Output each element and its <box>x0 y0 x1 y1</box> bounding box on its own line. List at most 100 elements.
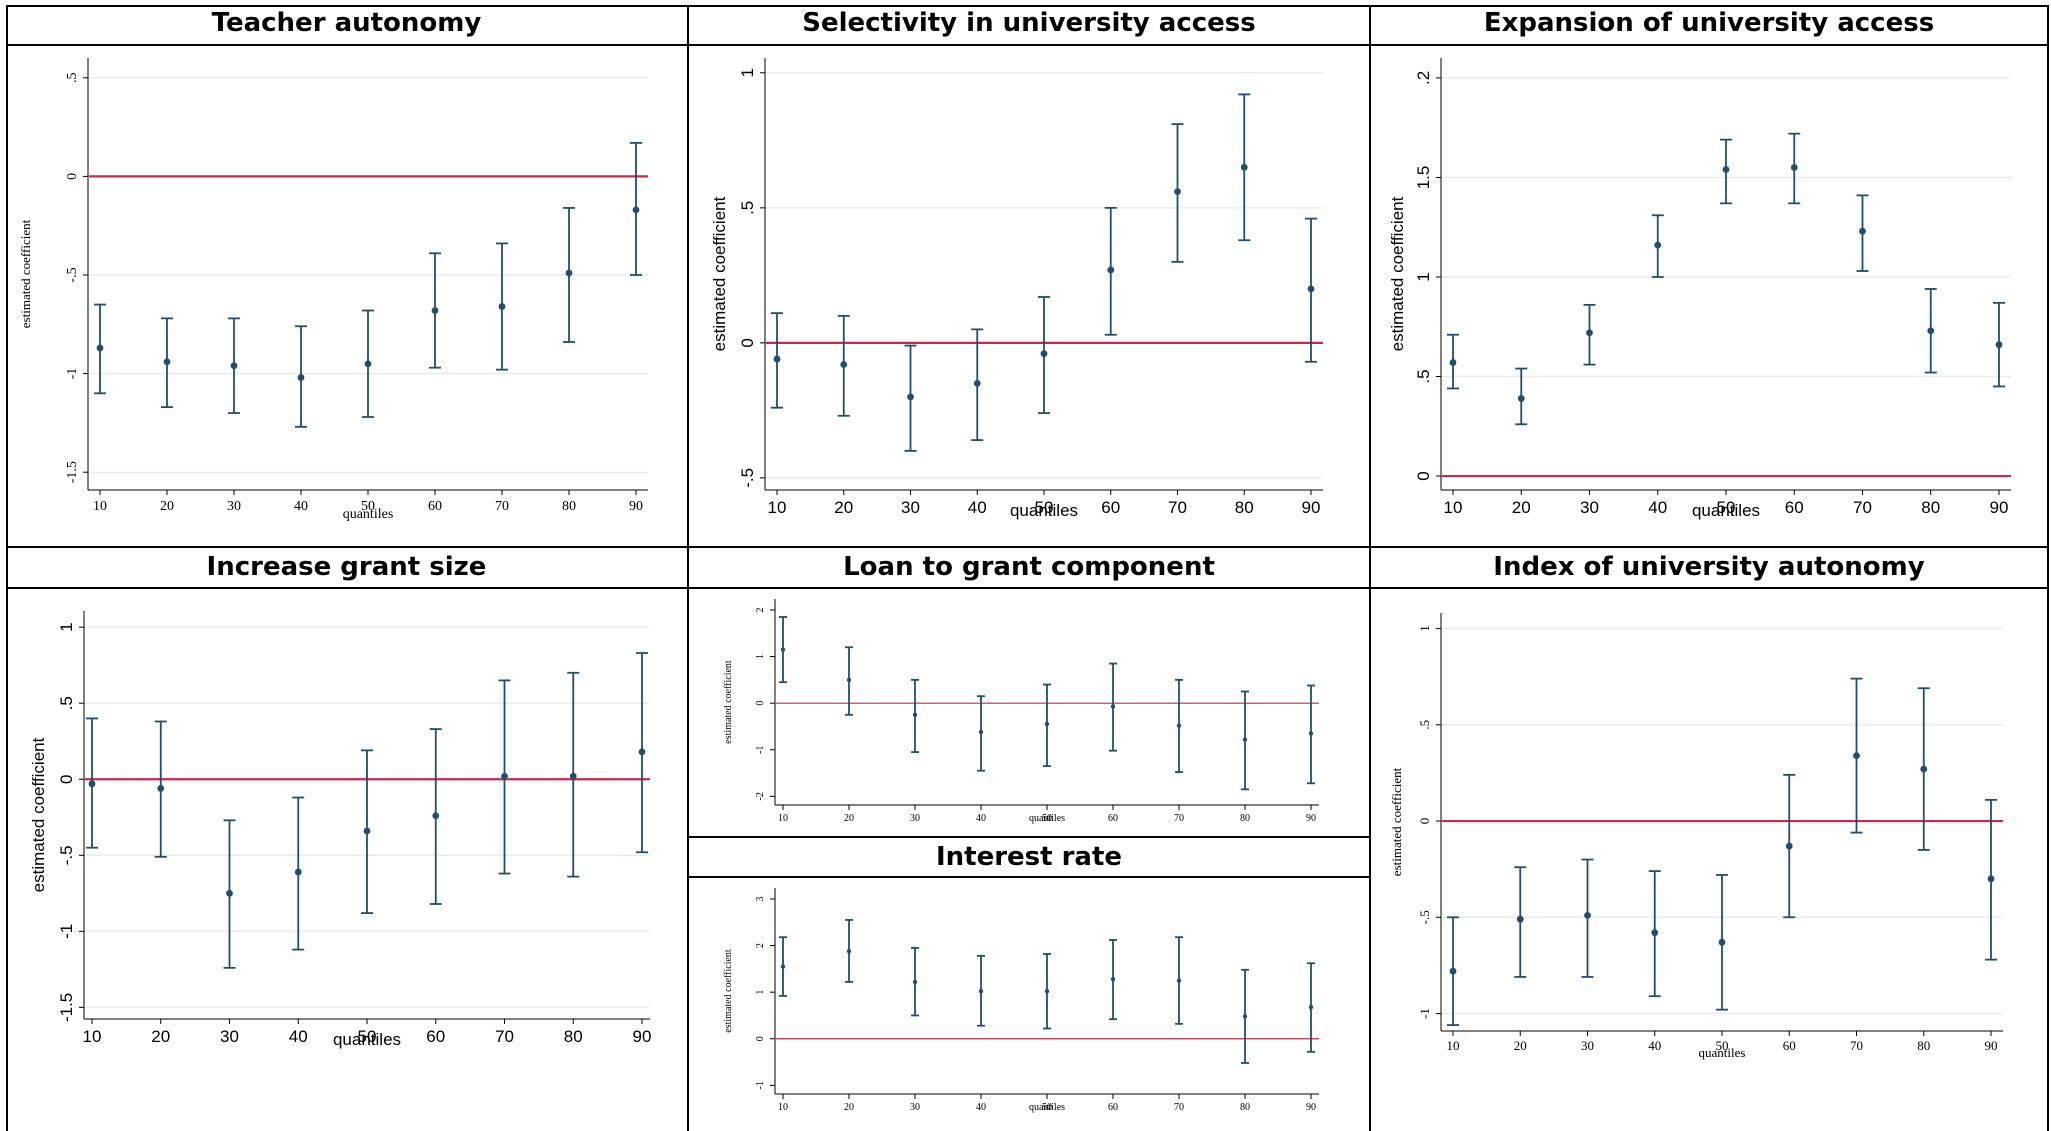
point-estimate <box>912 712 918 718</box>
x-tick-label: 90 <box>1985 1038 1998 1053</box>
y-tick-label: 0 <box>1417 818 1432 825</box>
panel-title-selectivity: Selectivity in university access <box>802 8 1256 38</box>
x-tick-label: 90 <box>1306 813 1316 824</box>
x-axis-title: quantiles <box>1699 1045 1746 1060</box>
x-tick-label: 10 <box>768 498 787 517</box>
point-estimate <box>1242 737 1248 742</box>
x-tick-label: 60 <box>1785 498 1804 517</box>
point-estimate <box>846 948 852 954</box>
point-estimate <box>364 360 372 368</box>
x-tick-label: 80 <box>564 1027 583 1046</box>
x-axis-title: quantiles <box>1029 1102 1065 1113</box>
x-tick-label: 60 <box>1108 1102 1118 1113</box>
point-estimate <box>1449 359 1457 366</box>
x-tick-label: 20 <box>844 1102 854 1113</box>
y-tick-label: 0 <box>57 775 76 784</box>
x-tick-label: 20 <box>1514 1038 1527 1053</box>
chart-university-autonomy: 1 .5 0 -.5 -1 10 20 30 40 50 60 70 80 90 quantiles esti… <box>1389 613 2003 1060</box>
point-estimate <box>1240 163 1248 171</box>
y-tick-label: 1 <box>57 622 76 631</box>
y-tick-label: 0 <box>738 338 757 347</box>
x-tick-label: 70 <box>495 499 509 514</box>
point-estimate <box>638 748 646 756</box>
point-estimate <box>978 989 984 994</box>
point-estimate <box>1107 266 1115 274</box>
x-tick-label: 20 <box>1512 498 1531 517</box>
grid-border-title-row-2 <box>6 587 2049 589</box>
panel-title-university-autonomy: Index of university autonomy <box>1493 552 1925 582</box>
y-tick-label: .5 <box>1417 720 1432 730</box>
point-estimate <box>846 677 852 683</box>
y-tick-label: -.5 <box>65 267 80 282</box>
x-tick-label: 10 <box>1444 498 1463 517</box>
point-estimate <box>780 647 786 652</box>
point-estimate <box>1307 285 1315 293</box>
point-estimate <box>1995 341 2003 349</box>
point-estimate <box>1044 721 1050 727</box>
grid-border-interest-title <box>688 876 1370 878</box>
point-estimate <box>363 827 371 835</box>
point-estimate <box>1987 875 1995 883</box>
x-tick-label: 30 <box>910 1102 920 1113</box>
point-estimate <box>1718 938 1726 946</box>
x-tick-label: 30 <box>910 813 920 824</box>
y-tick-label: 1 <box>755 654 766 659</box>
point-estimate <box>912 979 918 985</box>
x-tick-label: 60 <box>426 1027 445 1046</box>
x-tick-label: 10 <box>778 1102 788 1113</box>
x-tick-label: 40 <box>1648 1038 1661 1053</box>
chart-loan-to-grant: 210-1-210 20 30 40 50 60 70 80 90quantilesestima… <box>723 599 1319 824</box>
point-estimate <box>1110 704 1116 709</box>
y-axis-title: estimated coefficient <box>29 737 48 892</box>
x-tick-label: 30 <box>227 499 241 514</box>
point-estimate <box>294 868 302 876</box>
x-axis-title: quantiles <box>1029 813 1065 824</box>
grid-border-right <box>2047 5 2049 1131</box>
y-tick-label: -.5 <box>1417 910 1432 924</box>
point-estimate <box>226 889 233 897</box>
chart-selectivity: 1 .5 0 -.5 10 20 30 40 50 60 70 80 90 quantiles estima… <box>710 58 1323 520</box>
point-estimate <box>501 772 508 780</box>
y-axis-title: estimated coefficient <box>1388 196 1407 351</box>
x-tick-label: 70 <box>1850 1038 1863 1053</box>
x-tick-label: 40 <box>289 1027 308 1046</box>
point-estimate <box>973 379 981 387</box>
x-tick-label: 20 <box>160 499 174 514</box>
point-estimate <box>565 269 573 277</box>
x-axis-title: quantiles <box>343 507 394 522</box>
point-estimate <box>1790 164 1798 171</box>
point-estimate <box>96 344 104 352</box>
x-axis-title: quantiles <box>333 1030 401 1049</box>
point-estimate <box>1584 911 1591 919</box>
y-tick-label: -1 <box>755 1081 766 1089</box>
x-tick-label: 20 <box>834 498 853 517</box>
x-tick-label: 80 <box>1240 1102 1250 1113</box>
point-estimate <box>632 206 640 214</box>
x-tick-label: 80 <box>1921 498 1940 517</box>
x-tick-label: 50 <box>1042 813 1052 824</box>
x-tick-label: 60 <box>1783 1038 1796 1053</box>
y-axis-title: estimated coefficient <box>723 660 734 744</box>
point-estimate <box>1449 967 1457 975</box>
x-tick-label: 40 <box>1648 498 1667 517</box>
point-estimate <box>1044 989 1050 994</box>
y-axis-title: estimated coefficient <box>1389 767 1404 876</box>
x-tick-label: 90 <box>1990 498 2009 517</box>
point-estimate <box>1308 731 1314 736</box>
x-tick-label: 70 <box>1853 498 1872 517</box>
point-estimate <box>1174 188 1181 196</box>
x-tick-label: 10 <box>778 813 788 824</box>
panel-title-loan-to-grant: Loan to grant component <box>843 552 1215 582</box>
x-tick-label: 50 <box>1035 498 1054 517</box>
y-tick-label: .5 <box>738 201 757 215</box>
y-tick-label: 2 <box>755 943 766 948</box>
chart-teacher-autonomy: .5 0 -.5 -1 -1.5 10 20 30 40 50 60 70 80 90 quantiles e… <box>18 58 648 522</box>
point-estimate <box>1859 227 1866 235</box>
y-tick-label: 1 <box>738 68 757 77</box>
point-estimate <box>1927 327 1935 335</box>
x-tick-label: 70 <box>1174 1102 1184 1113</box>
x-axis-title: quantiles <box>1692 501 1760 520</box>
x-tick-label: 70 <box>1174 813 1184 824</box>
x-tick-label: 60 <box>428 499 442 514</box>
